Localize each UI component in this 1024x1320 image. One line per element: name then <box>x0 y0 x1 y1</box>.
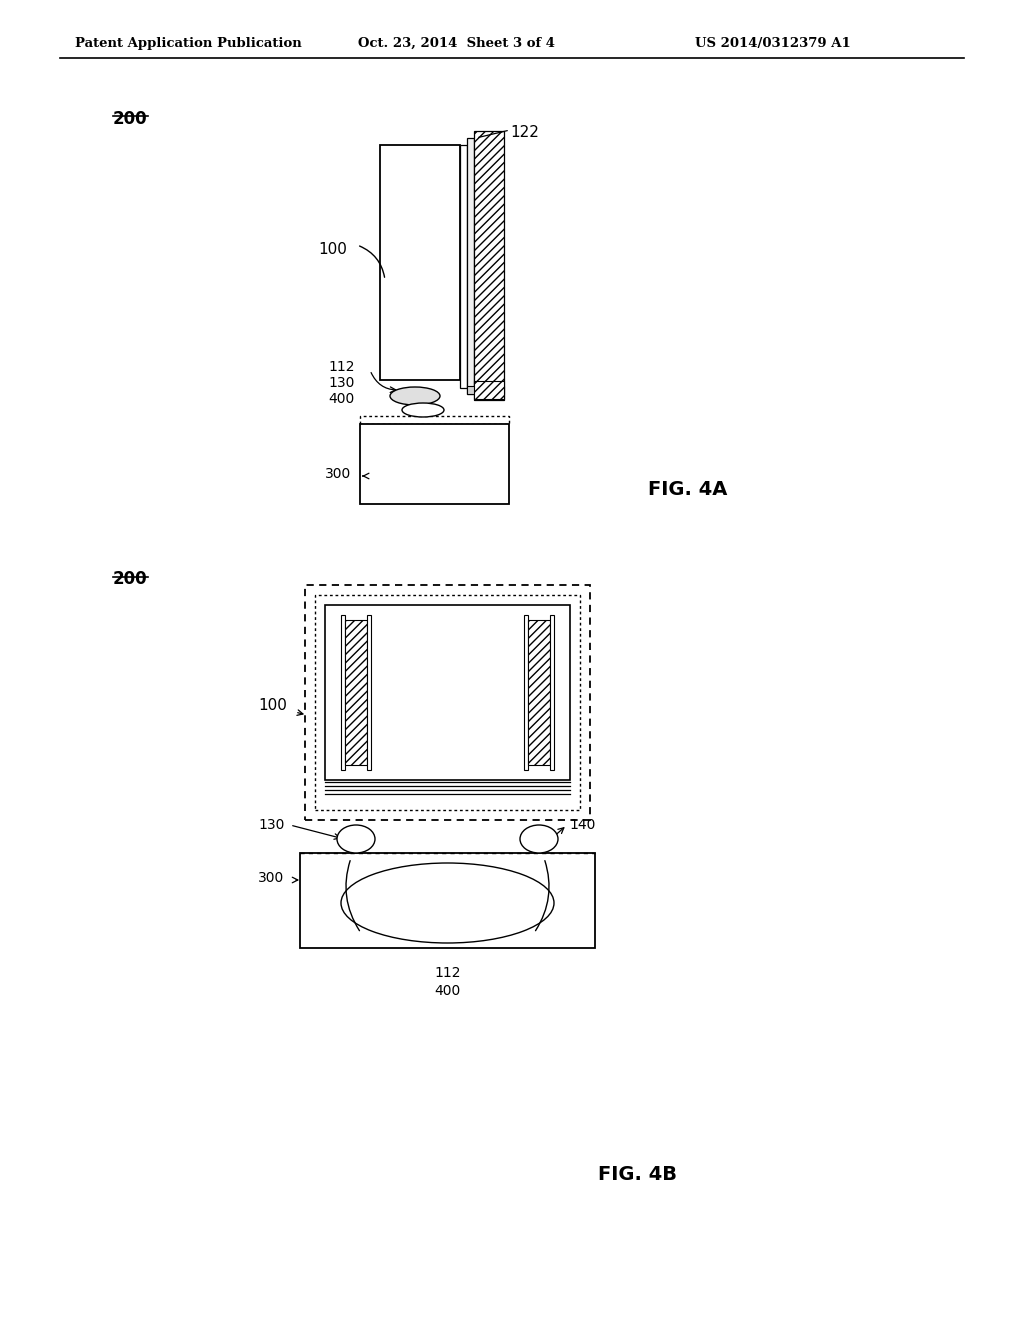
Text: 130: 130 <box>258 818 285 832</box>
Bar <box>474 388 504 400</box>
Text: 112: 112 <box>328 360 354 374</box>
Bar <box>315 595 580 810</box>
Bar <box>550 615 554 770</box>
Ellipse shape <box>341 863 554 942</box>
Text: 200: 200 <box>113 110 147 128</box>
Text: Oct. 23, 2014  Sheet 3 of 4: Oct. 23, 2014 Sheet 3 of 4 <box>358 37 555 50</box>
Text: 112: 112 <box>434 966 461 979</box>
Text: 200: 200 <box>113 570 147 587</box>
Text: FIG. 4B: FIG. 4B <box>598 1166 677 1184</box>
Ellipse shape <box>337 825 375 853</box>
Ellipse shape <box>520 825 558 853</box>
Bar <box>367 615 371 770</box>
Text: 400: 400 <box>328 392 354 407</box>
Bar <box>524 615 528 770</box>
Ellipse shape <box>402 403 444 417</box>
Text: 140: 140 <box>569 818 595 832</box>
Text: 100: 100 <box>258 697 287 713</box>
Bar <box>325 605 570 780</box>
Text: 122: 122 <box>510 125 539 140</box>
Ellipse shape <box>390 387 440 405</box>
Bar <box>380 145 460 380</box>
Bar <box>474 131 504 400</box>
Bar <box>528 620 550 766</box>
Text: Patent Application Publication: Patent Application Publication <box>75 37 302 50</box>
Bar <box>341 615 345 770</box>
Bar <box>300 853 595 948</box>
Bar <box>467 385 504 393</box>
Text: 300: 300 <box>258 871 285 884</box>
Bar <box>305 585 590 820</box>
Text: FIG. 4A: FIG. 4A <box>648 480 727 499</box>
Bar <box>345 620 367 766</box>
Bar <box>460 145 467 388</box>
Text: 300: 300 <box>325 467 351 480</box>
Bar <box>360 416 509 424</box>
Text: 400: 400 <box>434 983 461 998</box>
Text: US 2014/0312379 A1: US 2014/0312379 A1 <box>695 37 851 50</box>
Text: 130: 130 <box>328 376 354 389</box>
Text: 100: 100 <box>318 243 347 257</box>
Bar <box>467 139 474 393</box>
Bar <box>474 381 504 399</box>
Bar <box>360 424 509 504</box>
